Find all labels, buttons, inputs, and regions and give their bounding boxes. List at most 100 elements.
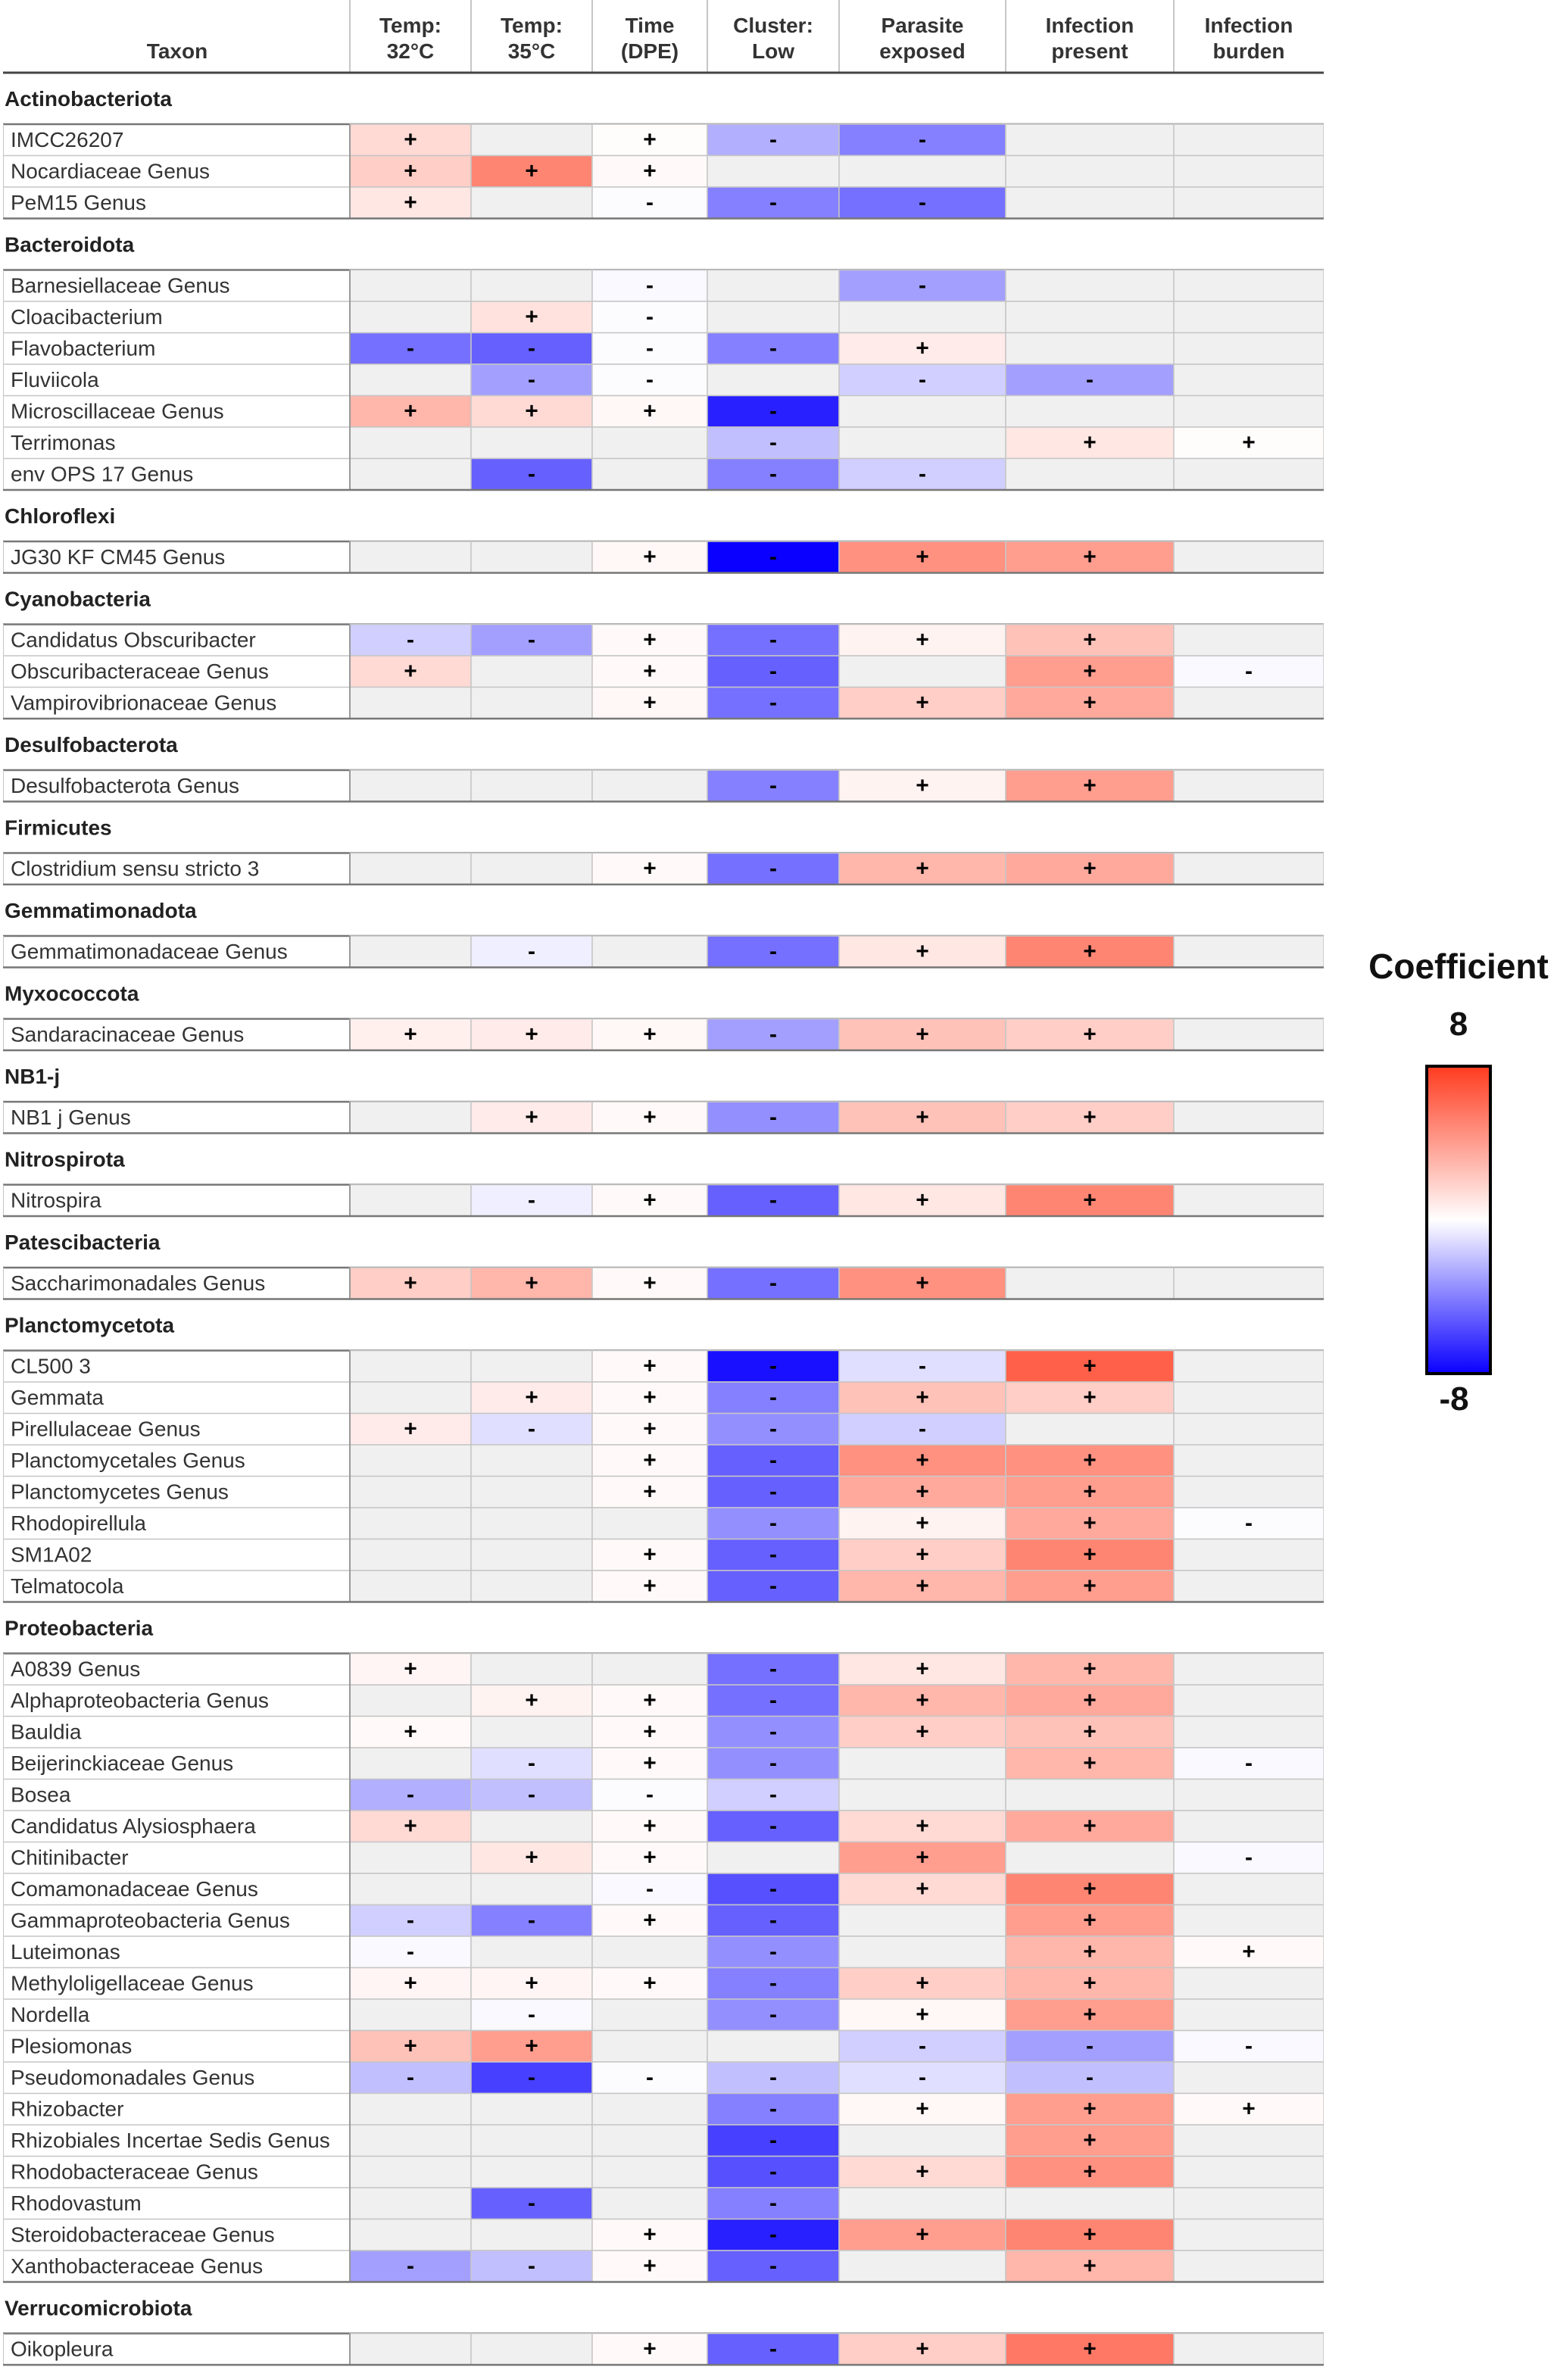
taxon-label: Terrimonas — [11, 431, 115, 454]
heatmap-cell — [707, 1267, 840, 1300]
heatmap-cell — [591, 186, 708, 220]
heatmap-cell — [470, 1507, 593, 1540]
taxon-label: Rhizobiales Incertae Sedis Genus — [11, 2129, 330, 2152]
minus-sign: - — [407, 2065, 414, 2090]
heatmap-cell — [707, 1475, 840, 1508]
plus-sign: + — [916, 2002, 929, 2027]
minus-sign: - — [769, 1814, 777, 1839]
heatmap-cell — [470, 1715, 593, 1748]
heatmap-cell — [470, 1873, 593, 1906]
plus-sign: + — [1083, 1971, 1097, 1996]
taxon-label: Luteimonas — [11, 1940, 120, 1964]
minus-sign: - — [769, 939, 777, 964]
plus-sign: + — [525, 1022, 538, 1047]
heatmap-cell — [1173, 686, 1324, 719]
heatmap-cell — [591, 852, 708, 885]
heatmap-cell — [838, 2124, 1006, 2157]
plus-sign: + — [916, 628, 929, 653]
taxon-label: SM1A02 — [11, 1543, 92, 1567]
minus-sign: - — [407, 1939, 414, 1964]
heatmap-cell — [470, 154, 593, 188]
heatmap-cell — [1005, 1570, 1175, 1603]
heatmap-cell — [470, 1267, 593, 1300]
heatmap-cell — [1173, 363, 1324, 397]
heatmap-cell — [1173, 1652, 1324, 1686]
minus-sign: - — [769, 462, 777, 487]
minus-sign: - — [769, 773, 777, 798]
plus-sign: + — [643, 1022, 657, 1047]
column-header-t32-line2: 32°C — [387, 39, 435, 63]
heatmap-cell — [349, 457, 472, 491]
heatmap-cell — [707, 1444, 840, 1477]
column-header-infection-line2: present — [1051, 39, 1128, 63]
heatmap-cell — [470, 2155, 593, 2188]
heatmap-cell — [707, 623, 840, 657]
heatmap-cell — [838, 2332, 1006, 2366]
heatmap-cell — [707, 457, 840, 491]
taxon-label: Planctomycetes Genus — [11, 1480, 229, 1504]
heatmap-cell — [591, 2155, 708, 2188]
column-header-cluster-line1: Cluster: — [733, 14, 813, 37]
heatmap-cell — [349, 1349, 472, 1383]
plus-sign: + — [916, 1385, 929, 1410]
heatmap-cell — [1005, 655, 1175, 688]
heatmap-cell — [1005, 2187, 1175, 2220]
heatmap-cell — [349, 1873, 472, 1906]
heatmap-cell — [349, 541, 472, 574]
heatmap-cell — [838, 301, 1006, 334]
column-header-t35-line1: Temp: — [501, 14, 563, 37]
plus-sign: + — [404, 159, 417, 184]
taxon-label: JG30 KF CM45 Genus — [11, 545, 225, 569]
heatmap-cell — [470, 1538, 593, 1571]
plus-sign: + — [404, 2034, 417, 2059]
taxon-label: Comamonadaceae Genus — [11, 1877, 258, 1901]
minus-sign: - — [769, 2002, 777, 2027]
column-header-parasite-line1: Parasite — [881, 14, 964, 37]
heatmap-cell — [707, 2124, 840, 2157]
minus-sign: - — [769, 1657, 777, 1682]
heatmap-cell — [349, 1841, 472, 1874]
plus-sign: + — [916, 1480, 929, 1505]
plus-sign: + — [404, 1971, 417, 1996]
heatmap-cell — [349, 1444, 472, 1477]
taxon-label: Nitrospira — [11, 1189, 101, 1212]
heatmap-cell — [1005, 2092, 1175, 2126]
phylum-label: Actinobacteriota — [5, 87, 172, 111]
taxon-label: Bauldia — [11, 1720, 82, 1744]
heatmap-cell — [1173, 2092, 1324, 2126]
plus-sign: + — [916, 1511, 929, 1536]
plus-sign: + — [525, 2034, 538, 2059]
heatmap-cell — [1173, 1967, 1324, 2000]
plus-sign: + — [1083, 1720, 1097, 1745]
heatmap-cell — [1173, 1841, 1324, 1874]
heatmap-cell — [349, 1967, 472, 2000]
heatmap-cell — [591, 1652, 708, 1686]
plus-sign: + — [1083, 1876, 1097, 1901]
heatmap-cell — [349, 1715, 472, 1748]
taxon-label: Barnesiellaceae Genus — [11, 274, 230, 298]
heatmap-cell — [707, 1967, 840, 2000]
minus-sign: - — [528, 1908, 535, 1933]
heatmap-cell — [349, 1904, 472, 1937]
heatmap-cell — [591, 1267, 708, 1300]
plus-sign: + — [643, 1480, 657, 1505]
plus-sign: + — [1083, 430, 1097, 455]
heatmap-cell — [349, 852, 472, 885]
minus-sign: - — [528, 2254, 535, 2279]
heatmap-cell — [1173, 301, 1324, 334]
plus-sign: + — [916, 773, 929, 798]
heatmap-cell — [349, 2155, 472, 2188]
taxon-label: NB1 j Genus — [11, 1106, 131, 1129]
column-header-t32-line1: Temp: — [379, 14, 442, 37]
heatmap-cell — [349, 1412, 472, 1446]
heatmap-cell — [470, 2332, 593, 2366]
heatmap-cell — [591, 2029, 708, 2063]
heatmap-cell — [349, 1570, 472, 1603]
plus-sign: + — [1083, 1657, 1097, 1682]
phylum-label: Bacteroidota — [5, 233, 135, 257]
taxon-label: Flavobacterium — [11, 337, 155, 360]
taxon-label: Xanthobacteraceae Genus — [11, 2254, 263, 2278]
heatmap-cell — [707, 1538, 840, 1571]
heatmap-cell — [1173, 1810, 1324, 1843]
heatmap-cell — [1005, 1475, 1175, 1508]
